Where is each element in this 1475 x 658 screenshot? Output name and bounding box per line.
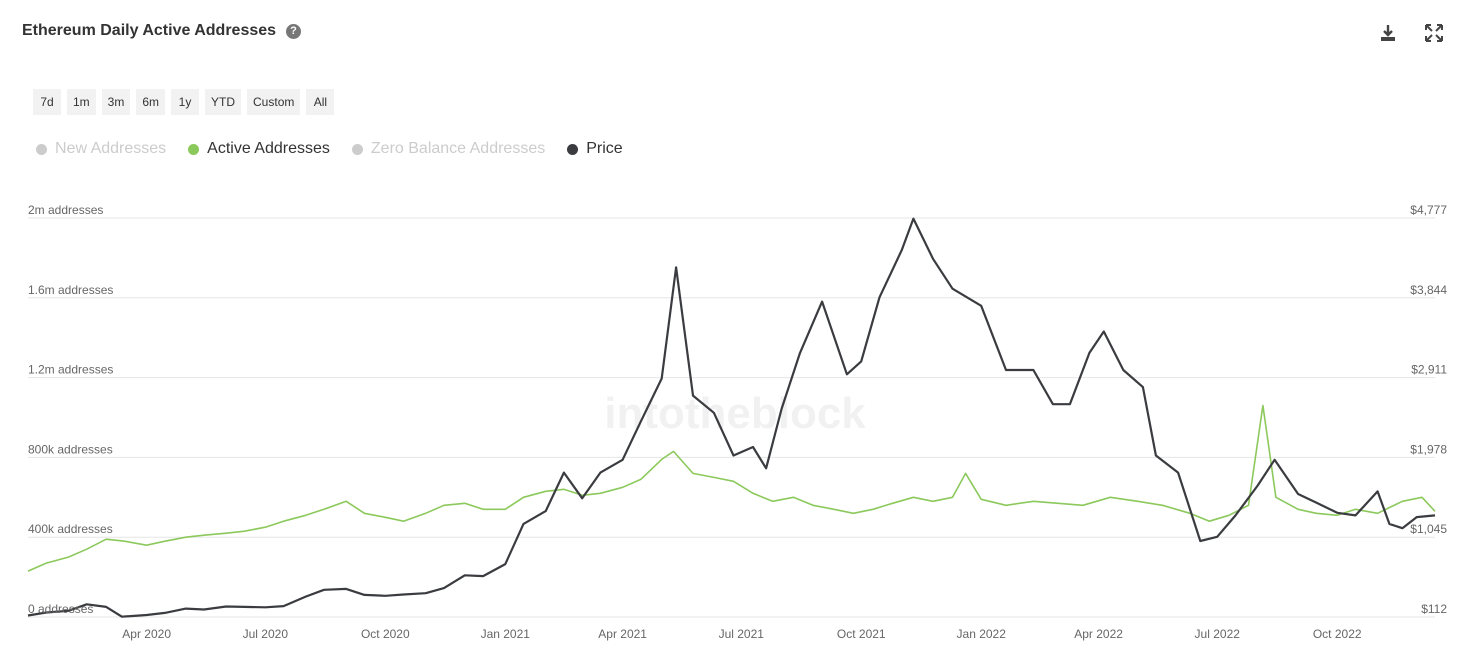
question-circle-icon[interactable]: ? <box>286 23 302 39</box>
legend-label: Zero Balance Addresses <box>370 140 546 157</box>
range-3m-button[interactable]: 3m <box>101 89 131 115</box>
legend-label: Active Addresses <box>207 140 330 157</box>
y-left-tick-label: 1.6m addresses <box>28 283 113 297</box>
range-1y-button[interactable]: 1y <box>171 89 200 115</box>
legend-label: New Addresses <box>55 140 167 157</box>
range-ytd-button[interactable]: YTD <box>205 89 242 115</box>
range-7d-button[interactable]: 7d <box>33 89 61 115</box>
chart-legend: New Addresses Active Addresses Zero Bala… <box>36 140 623 158</box>
y-left-tick-label: 400k addresses <box>28 522 113 536</box>
y-right-tick-label: $4,777 <box>1410 203 1447 217</box>
range-all-button[interactable]: All <box>306 89 335 115</box>
legend-item-price[interactable]: Price <box>567 140 623 158</box>
y-left-tick-label: 1.2m addresses <box>28 363 113 377</box>
y-right-tick-label: $3,844 <box>1410 283 1447 297</box>
y-left-tick-label: 800k addresses <box>28 442 113 456</box>
x-tick-label: Apr 2021 <box>598 627 647 641</box>
x-tick-label: Oct 2021 <box>837 627 886 641</box>
range-selector: 7d 1m 3m 6m 1y YTD Custom All <box>33 89 335 115</box>
x-tick-label: Apr 2020 <box>122 627 171 641</box>
x-tick-label: Jan 2022 <box>957 627 1007 641</box>
legend-label: Price <box>586 140 623 157</box>
watermark: intotheblock <box>604 389 866 438</box>
chart-title: Ethereum Daily Active Addresses <box>22 22 277 39</box>
y-right-tick-label: $1,978 <box>1410 442 1447 456</box>
legend-item-new-addresses[interactable]: New Addresses <box>36 140 166 158</box>
expand-icon[interactable] <box>1423 22 1445 44</box>
range-6m-button[interactable]: 6m <box>136 89 166 115</box>
chart-tools <box>1377 22 1445 44</box>
legend-item-active-addresses[interactable]: Active Addresses <box>188 140 330 158</box>
x-tick-label: Jan 2021 <box>481 627 531 641</box>
y-left-tick-label: 0 addresses <box>28 602 93 616</box>
legend-dot <box>567 143 579 155</box>
y-right-tick-label: $1,045 <box>1410 522 1447 536</box>
x-tick-label: Oct 2020 <box>361 627 410 641</box>
legend-item-zero-balance-addresses[interactable]: Zero Balance Addresses <box>351 140 546 158</box>
y-right-tick-label: $2,911 <box>1411 363 1447 377</box>
range-1m-button[interactable]: 1m <box>67 89 96 115</box>
x-tick-label: Apr 2022 <box>1074 627 1123 641</box>
x-tick-label: Oct 2022 <box>1313 627 1362 641</box>
legend-dot <box>351 143 363 155</box>
range-custom-button[interactable]: Custom <box>247 89 301 115</box>
y-left-tick-label: 2m addresses <box>28 203 103 217</box>
y-right-tick-label: $112 <box>1421 602 1447 616</box>
x-tick-label: Jul 2020 <box>243 627 289 641</box>
title-row: Ethereum Daily Active Addresses ? <box>22 22 302 40</box>
active-addresses-series-line[interactable] <box>27 404 1436 572</box>
download-icon[interactable] <box>1377 22 1399 44</box>
legend-dot <box>188 143 200 155</box>
x-tick-label: Jul 2021 <box>719 627 765 641</box>
x-tick-label: Jul 2022 <box>1195 627 1241 641</box>
price-series-line[interactable] <box>27 217 1436 618</box>
legend-dot <box>36 143 47 155</box>
